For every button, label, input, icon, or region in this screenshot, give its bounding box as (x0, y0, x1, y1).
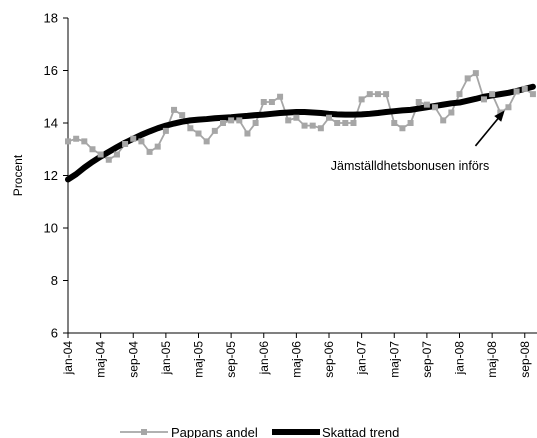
legend-label-pappans-andel: Pappans andel (171, 425, 258, 438)
axes: 6 8 10 12 14 16 18 jan-04 maj-04 sep-04 jan-05 maj-… (44, 11, 537, 378)
data-point-pappans-andel (81, 138, 88, 145)
y-tick-label: 18 (44, 11, 58, 26)
data-point-pappans-andel (448, 109, 455, 116)
data-point-pappans-andel (260, 99, 267, 105)
x-tick-label: jan-07 (355, 341, 369, 376)
data-point-pappans-andel (440, 117, 447, 124)
data-point-pappans-andel (244, 130, 251, 137)
x-tick-label: maj-04 (94, 341, 108, 378)
data-point-pappans-andel (105, 156, 112, 163)
y-axis-label: Procent (11, 154, 25, 196)
data-point-pappans-andel (187, 125, 194, 132)
x-tick-label: jan-06 (257, 341, 271, 376)
data-point-pappans-andel (513, 88, 520, 95)
x-tick-label: sep-07 (420, 341, 434, 378)
data-point-pappans-andel (317, 125, 324, 132)
data-point-pappans-andel (138, 138, 145, 145)
x-tick-label: sep-05 (224, 341, 238, 378)
legend: Pappans andel Skattad trend (120, 425, 399, 438)
data-point-pappans-andel (383, 91, 390, 98)
annotation-text: Jämställdhetsbonusen införs (331, 159, 489, 173)
data-point-pappans-andel (293, 114, 300, 121)
x-tick-label: maj-08 (485, 341, 499, 378)
data-point-pappans-andel (350, 120, 357, 126)
annotation: Jämställdhetsbonusen införs (331, 110, 505, 173)
series-line-skattad-trend (65, 83, 536, 183)
series-line-pappans-andel (67, 71, 534, 161)
data-point-pappans-andel (146, 148, 153, 155)
data-point-pappans-andel (391, 120, 398, 126)
data-point-pappans-andel (301, 122, 308, 129)
data-point-pappans-andel (415, 99, 422, 105)
data-point-pappans-andel (122, 141, 129, 147)
data-point-pappans-andel (73, 135, 80, 142)
data-point-pappans-andel (456, 91, 463, 98)
x-tick-label: maj-06 (289, 341, 303, 378)
legend-label-skattad-trend: Skattad trend (322, 425, 399, 438)
data-point-pappans-andel (366, 91, 373, 98)
x-tick-label: sep-04 (126, 341, 140, 378)
data-point-pappans-andel (472, 70, 479, 77)
data-point-pappans-andel (285, 117, 292, 124)
data-point-pappans-andel (113, 151, 120, 158)
data-point-pappans-andel (521, 85, 528, 92)
data-point-pappans-andel (309, 122, 316, 129)
x-tick-label: maj-07 (387, 341, 401, 378)
y-tick-label: 8 (51, 273, 58, 288)
data-point-pappans-andel (154, 143, 161, 150)
data-point-pappans-andel (179, 112, 186, 119)
data-point-pappans-andel (407, 120, 414, 126)
y-tick-label: 6 (51, 326, 58, 341)
data-point-pappans-andel (326, 114, 333, 121)
y-tick-label: 14 (44, 116, 58, 131)
data-point-pappans-andel (65, 138, 71, 145)
data-point-pappans-andel (130, 135, 137, 142)
data-point-pappans-andel (236, 117, 243, 124)
data-point-pappans-andel (480, 96, 487, 103)
data-point-pappans-andel (252, 120, 259, 126)
data-point-pappans-andel (97, 151, 104, 158)
x-tick-label: sep-06 (322, 341, 336, 378)
data-point-pappans-andel (219, 120, 226, 126)
data-point-pappans-andel (277, 93, 284, 100)
x-tick-label: jan-08 (453, 341, 467, 376)
data-point-pappans-andel (399, 125, 406, 132)
data-point-pappans-andel (228, 117, 235, 124)
data-point-pappans-andel (432, 104, 439, 111)
data-point-pappans-andel (211, 127, 218, 134)
x-tick-label: jan-04 (61, 341, 75, 376)
x-tick-label: jan-05 (159, 341, 173, 376)
legend-item-skattad-trend: Skattad trend (272, 425, 399, 438)
annotation-arrow-head (494, 110, 505, 122)
legend-item-pappans-andel: Pappans andel (120, 425, 258, 438)
data-point-pappans-andel (162, 127, 169, 134)
data-point-pappans-andel (89, 146, 96, 153)
data-point-pappans-andel (358, 96, 365, 103)
data-point-pappans-andel (195, 130, 202, 137)
x-tick-label: sep-08 (518, 341, 532, 378)
data-point-pappans-andel (505, 104, 512, 111)
data-point-pappans-andel (464, 75, 471, 82)
y-tick-label: 10 (44, 221, 58, 236)
data-point-pappans-andel (423, 101, 430, 108)
y-tick-label: 16 (44, 63, 58, 78)
series-layer (65, 70, 536, 183)
x-tick-label: maj-05 (192, 341, 206, 378)
data-point-pappans-andel (497, 109, 504, 116)
data-point-pappans-andel (342, 120, 349, 126)
data-point-pappans-andel (374, 91, 381, 98)
legend-marker-pappans-andel (141, 429, 147, 435)
data-point-pappans-andel (334, 120, 341, 126)
data-point-pappans-andel (171, 106, 178, 113)
data-point-pappans-andel (529, 91, 536, 98)
data-point-pappans-andel (489, 91, 496, 98)
data-point-pappans-andel (268, 99, 275, 105)
y-tick-label: 12 (44, 168, 58, 183)
data-point-pappans-andel (203, 138, 210, 145)
